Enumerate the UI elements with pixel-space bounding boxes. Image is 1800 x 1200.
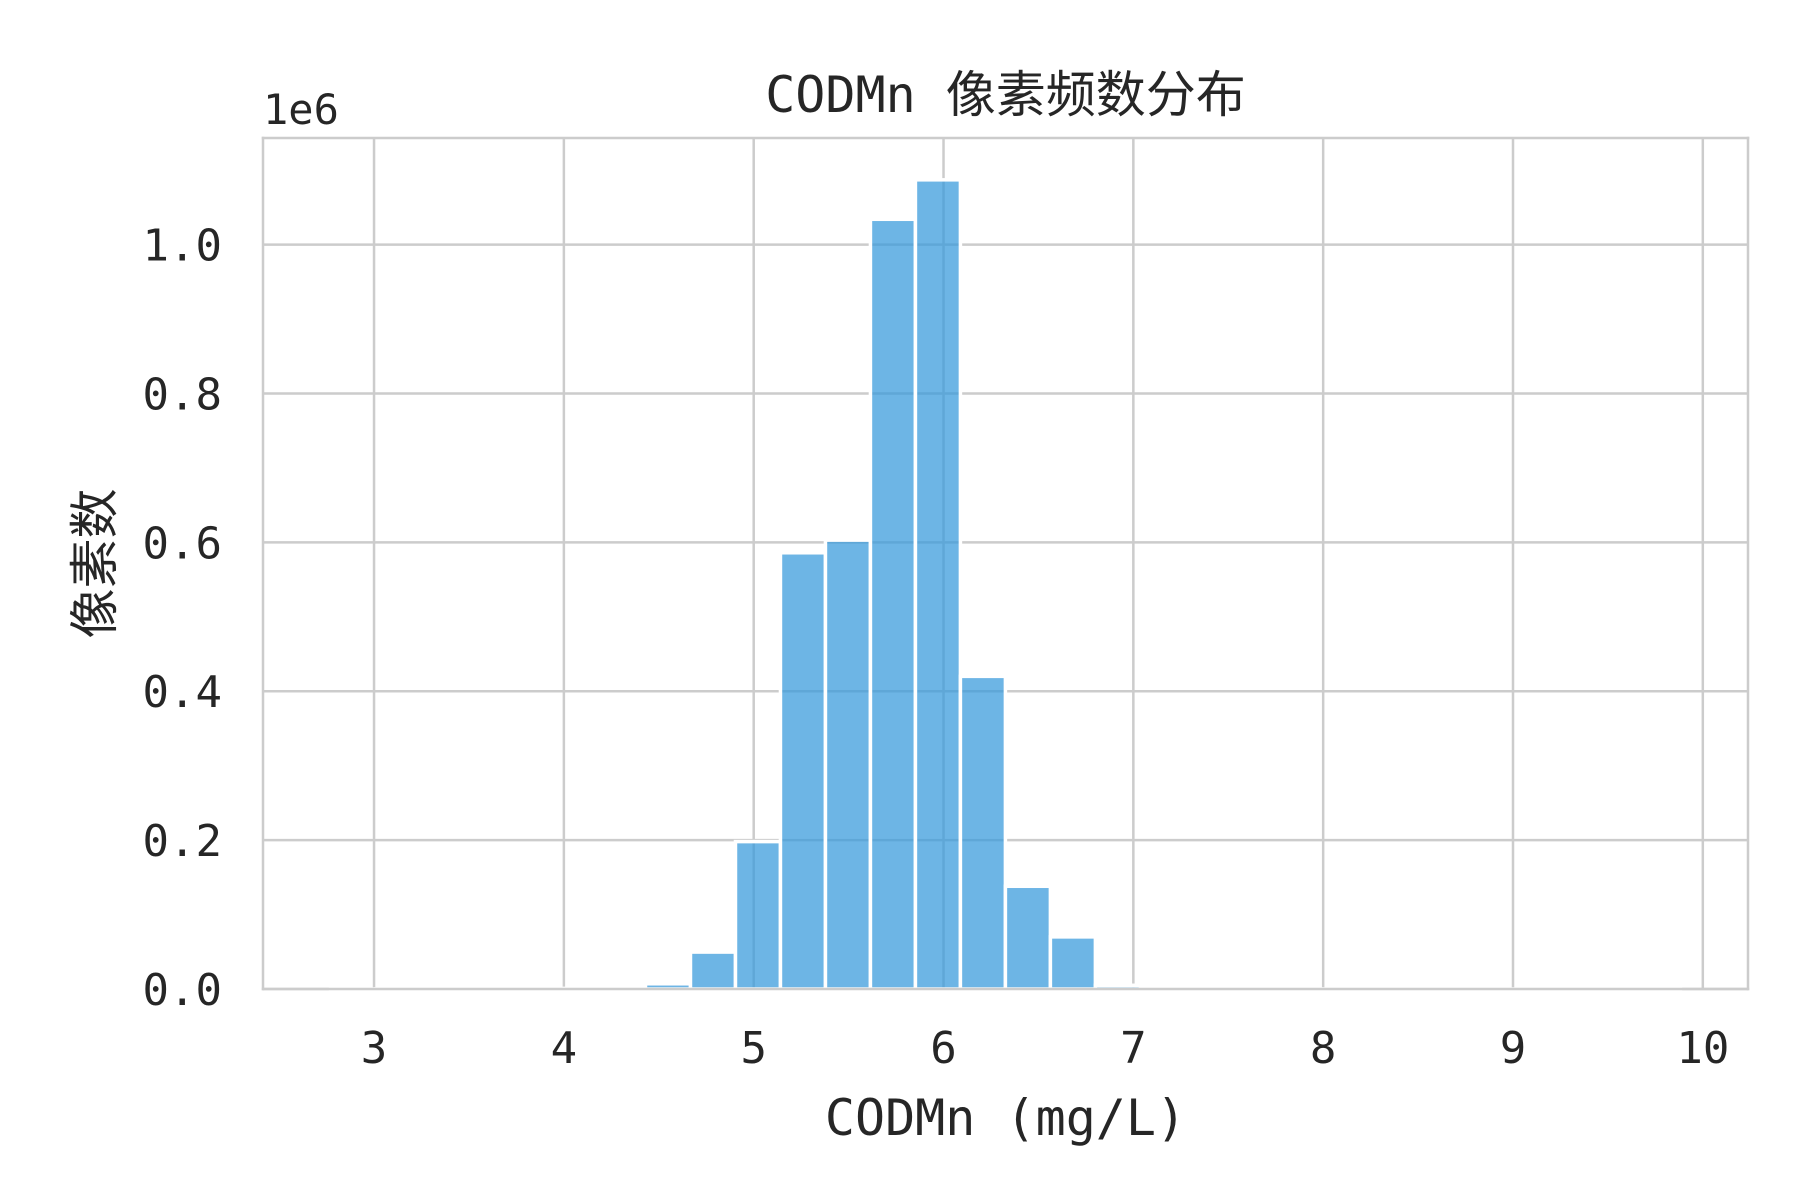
y-axis-label: 像素数 [66,489,124,639]
gridlines [263,138,1748,991]
histogram-bar [868,217,918,991]
chart-title: CODMn 像素频数分布 [765,66,1246,124]
histogram-bar [1003,884,1053,991]
x-tick-label: 6 [930,1023,957,1074]
x-tick-label: 10 [1676,1023,1729,1074]
x-tick-label: 8 [1310,1023,1337,1074]
histogram-bars [328,178,1683,991]
x-tick-label: 5 [740,1023,767,1074]
tick-labels: 3 4 5 6 7 8 9 10 0.0 0.2 0.4 0.6 0.8 1.0 [143,221,1730,1074]
y-tick-label: 0.4 [143,667,222,718]
y-tick-label: 0.0 [143,965,222,1016]
x-tick-label: 3 [361,1023,388,1074]
histogram-bar [733,839,783,991]
histogram-bar [688,950,738,991]
y-tick-label: 0.2 [143,816,222,867]
axis-spines [261,136,1750,991]
x-tick-label: 9 [1500,1023,1527,1074]
histogram-bar [778,551,828,991]
y-tick-label: 0.8 [143,369,222,420]
x-tick-label: 4 [551,1023,578,1074]
y-tick-label: 0.6 [143,518,222,569]
x-tick-label: 7 [1120,1023,1147,1074]
histogram-bar [1048,935,1098,991]
y-tick-label: 1.0 [143,221,222,272]
histogram-bar [958,674,1008,991]
histogram-bar [823,538,873,991]
histogram-bar [913,178,963,991]
x-axis-label: CODMn (mg/L) [825,1089,1186,1147]
y-axis-offset-text: 1e6 [263,85,339,134]
